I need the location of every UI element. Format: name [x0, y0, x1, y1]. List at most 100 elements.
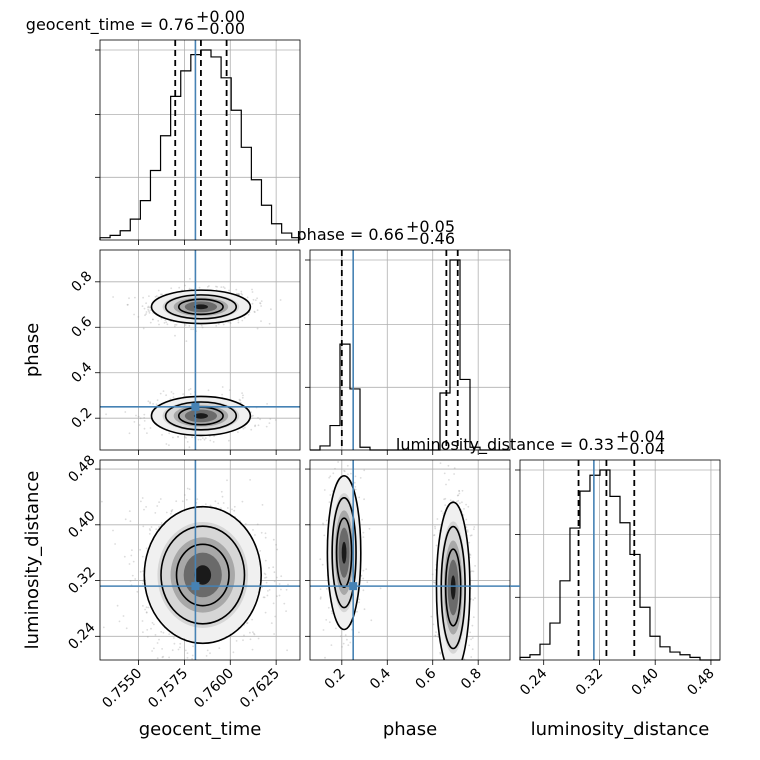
sample-point	[472, 528, 475, 531]
sample-point	[449, 499, 452, 502]
sample-point	[458, 688, 460, 690]
sample-point	[439, 653, 442, 655]
sample-point	[268, 322, 271, 325]
sample-point	[457, 685, 459, 687]
y-tick-label: 0.2	[68, 405, 95, 432]
x-tick-label: 0.7625	[237, 666, 283, 712]
sample-point	[227, 321, 230, 324]
sample-point	[322, 629, 325, 631]
sample-point	[145, 611, 148, 614]
sample-point	[448, 664, 450, 666]
title-plus: +0.00	[196, 7, 245, 26]
sample-point	[322, 523, 325, 526]
sample-point	[276, 595, 278, 598]
sample-point	[300, 609, 302, 611]
sample-point	[444, 664, 446, 666]
sample-point	[319, 558, 322, 561]
sample-point	[146, 636, 149, 638]
sample-point	[319, 596, 322, 599]
sample-point	[327, 606, 330, 609]
sample-point	[170, 509, 173, 512]
density-level	[341, 541, 347, 564]
sample-point	[444, 504, 447, 506]
sample-point	[347, 644, 350, 646]
sample-point	[189, 278, 191, 280]
title-plus: +0.04	[616, 427, 665, 446]
sample-point	[338, 455, 340, 457]
sample-point	[229, 322, 232, 325]
sample-point	[155, 403, 158, 406]
sample-point	[328, 621, 331, 624]
sample-point	[459, 689, 461, 691]
sample-point	[445, 666, 447, 668]
truth-marker	[349, 582, 358, 591]
sample-point	[162, 631, 165, 634]
sample-point	[474, 597, 476, 599]
sample-point	[274, 615, 277, 618]
sample-point	[242, 639, 244, 642]
sample-point	[325, 519, 328, 522]
sample-point	[457, 499, 460, 502]
sample-point	[469, 554, 472, 556]
sample-point	[447, 464, 450, 467]
sample-point	[251, 291, 254, 293]
x-tick-label: 0.40	[629, 666, 662, 699]
sample-point	[241, 392, 244, 394]
sample-point	[329, 494, 332, 496]
sample-point	[440, 510, 443, 513]
sample-point	[133, 313, 136, 316]
sample-point	[446, 676, 448, 678]
sample-point	[323, 489, 326, 491]
sample-point	[449, 669, 451, 671]
sample-point	[141, 305, 144, 307]
x-tick-label: 0.24	[517, 665, 550, 698]
sample-point	[223, 287, 226, 289]
sample-point	[238, 398, 241, 401]
sample-point	[137, 415, 140, 418]
x-tick-label: 0.2	[322, 666, 349, 693]
sample-point	[166, 323, 169, 326]
sample-point	[145, 506, 148, 508]
sample-point	[149, 321, 152, 324]
sample-point	[432, 623, 435, 626]
sample-point	[124, 411, 127, 413]
sample-point	[328, 501, 331, 503]
panel-title: geocent_time = 0.76 +0.00−0.00	[26, 7, 245, 38]
x-tick-label: 0.7550	[99, 666, 145, 712]
sample-point	[449, 691, 451, 693]
sample-point	[244, 523, 247, 525]
sample-point	[164, 319, 167, 322]
sample-point	[468, 541, 471, 544]
sample-point	[160, 522, 163, 524]
sample-point	[466, 530, 469, 533]
sample-point	[339, 635, 342, 638]
sample-point	[156, 399, 159, 402]
sample-point	[162, 390, 165, 392]
sample-point	[155, 528, 158, 531]
sample-point	[269, 663, 271, 665]
sample-point	[273, 571, 276, 574]
sample-point	[325, 619, 328, 621]
sample-point	[254, 534, 256, 536]
sample-point	[145, 311, 148, 313]
sample-point	[350, 472, 352, 475]
panel-frame	[99, 39, 301, 241]
sample-point	[453, 467, 456, 470]
sample-point	[134, 296, 136, 299]
sample-point	[354, 475, 357, 478]
sample-point	[198, 286, 201, 289]
sample-point	[463, 658, 465, 660]
sample-point	[161, 293, 163, 296]
panel-frame	[309, 249, 511, 451]
sample-point	[143, 307, 146, 310]
sample-point	[235, 292, 238, 295]
sample-point	[143, 420, 146, 422]
sample-point	[204, 437, 207, 439]
sample-point	[183, 494, 186, 496]
sample-point	[236, 293, 239, 295]
sample-point	[222, 502, 225, 504]
sample-point	[264, 532, 267, 535]
sample-point	[465, 518, 468, 521]
sample-point	[456, 500, 458, 503]
